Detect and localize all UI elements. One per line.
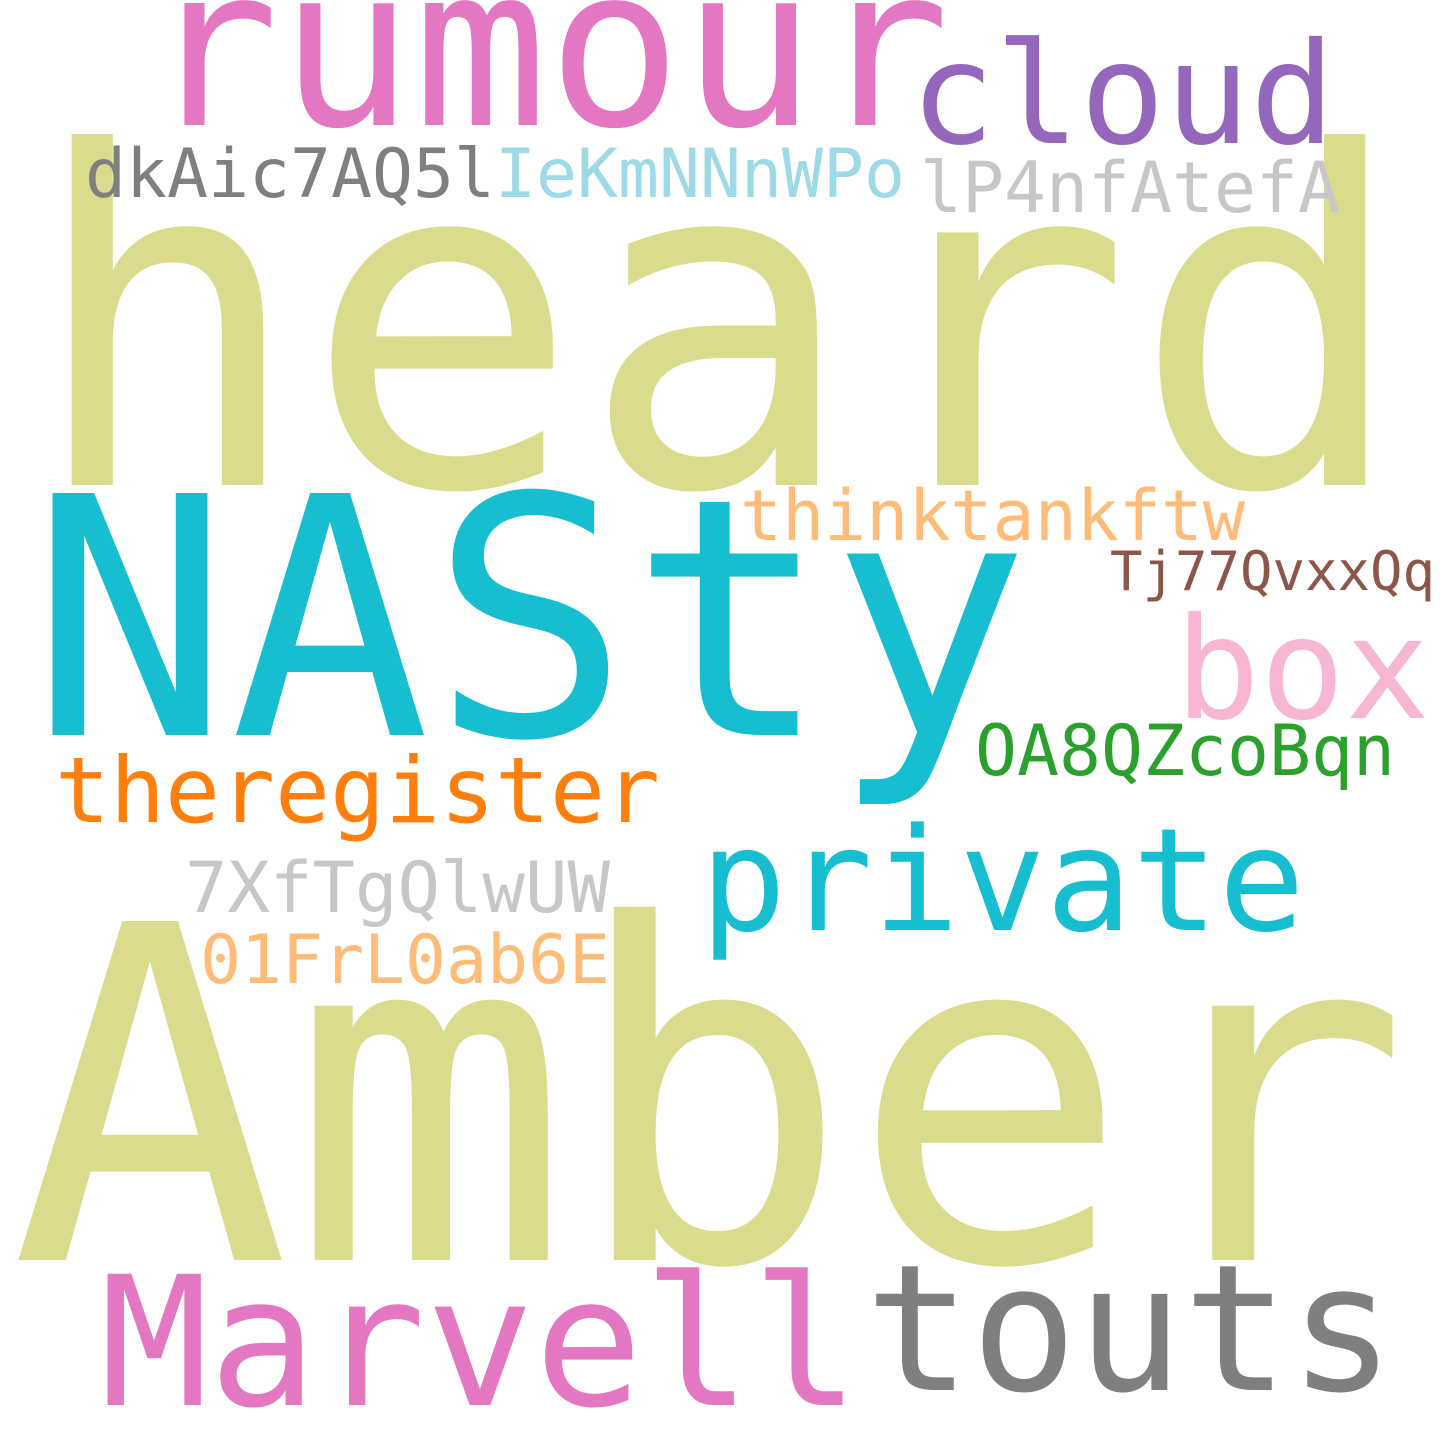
word: NASty bbox=[30, 428, 1030, 814]
word: OA8QZcoBqn bbox=[975, 710, 1395, 792]
word: lP4nfAtefA bbox=[920, 147, 1340, 229]
word: private bbox=[700, 797, 1305, 964]
word: touts bbox=[865, 1227, 1395, 1432]
word: Tj77QvxxQq bbox=[1110, 540, 1435, 603]
word: Amber bbox=[10, 828, 1410, 1370]
word: thinktankftw bbox=[740, 475, 1246, 557]
word: 01FrL0ab6E bbox=[200, 921, 610, 1000]
word: Marvell bbox=[100, 1239, 860, 1440]
word: rumour bbox=[145, 0, 950, 178]
word: box bbox=[1175, 588, 1430, 752]
word: dkAic7AQ5l bbox=[85, 135, 495, 214]
word: theregister bbox=[55, 739, 660, 844]
word: 7XfTgQlwUW bbox=[185, 847, 611, 929]
word: heard bbox=[28, 56, 1408, 594]
word: IeKmNNnWPo bbox=[495, 135, 905, 214]
word: cloud bbox=[910, 13, 1335, 177]
